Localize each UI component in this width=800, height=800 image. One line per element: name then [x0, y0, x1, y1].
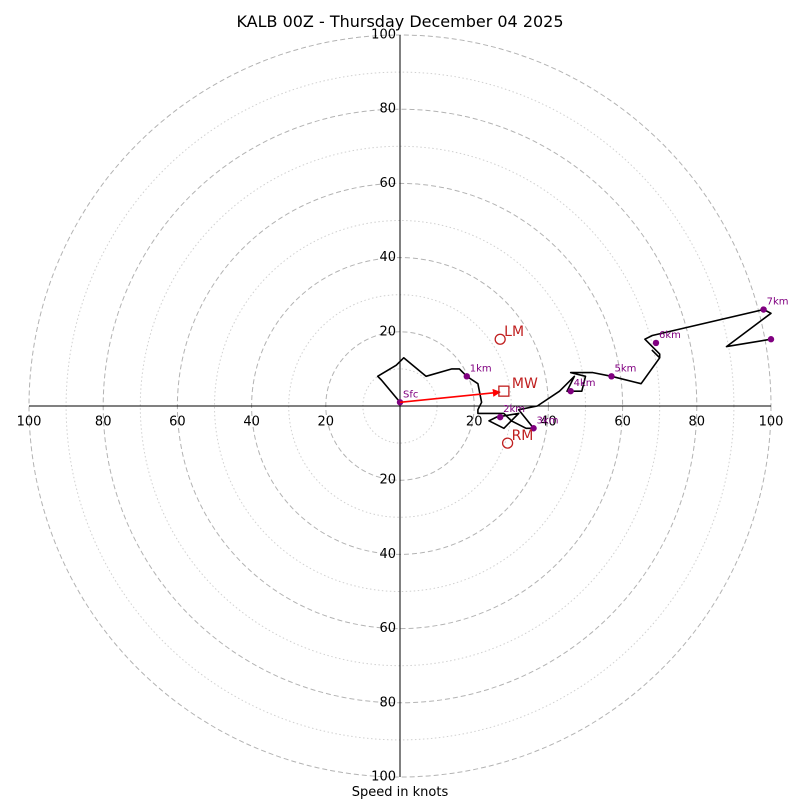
- right-mover-marker: [501, 437, 514, 449]
- x-tick-label: 60: [169, 415, 186, 430]
- chart-title: KALB 00Z - Thursday December 04 2025: [236, 12, 563, 31]
- x-tick-label: 80: [689, 415, 706, 430]
- left-mover-marker: [494, 333, 506, 345]
- height-markers: Sfc 1km 2km 3km 4km 5km 6km 7km: [396, 297, 789, 432]
- right-mover-label: RM: [512, 428, 534, 444]
- x-tick-label: 100: [759, 415, 784, 430]
- y-tick-label: 100: [371, 28, 396, 43]
- height-marker-2km: [496, 413, 504, 421]
- height-marker-5km: [608, 373, 615, 380]
- x-tick-label: 20: [318, 415, 335, 430]
- height-marker-1km: [463, 373, 470, 380]
- left-mover-label: LM: [504, 324, 524, 340]
- y-tick-label: 40: [379, 250, 396, 265]
- y-tick-label: 40: [379, 547, 396, 562]
- y-tick-label: 60: [379, 621, 396, 636]
- height-marker-label: 6km: [659, 330, 681, 341]
- x-tick-label: 80: [95, 415, 112, 430]
- height-marker-top: [767, 336, 775, 343]
- x-tick-label: 20: [466, 415, 483, 430]
- y-tick-label: 100: [371, 770, 396, 785]
- x-tick-label: 100: [17, 415, 42, 430]
- mean-wind-marker: [498, 385, 510, 397]
- height-marker-label: 5km: [614, 363, 636, 374]
- x-tick-label: 60: [614, 415, 631, 430]
- x-tick-label: 40: [243, 415, 260, 430]
- y-tick-label: 60: [379, 176, 396, 191]
- y-tick-label: 20: [379, 324, 396, 339]
- mean-wind-label: MW: [512, 376, 538, 392]
- height-marker-6km: [652, 339, 660, 347]
- storm-motion-group: MW LM RM: [399, 324, 538, 449]
- shear-vector-arrow: [399, 388, 501, 404]
- height-marker-label: 2km: [503, 404, 525, 415]
- hodograph-line: [376, 308, 772, 430]
- tick-labels: 100 80 60 40 20 20 40 60 80 100 100 80 60 40 20 20 40 60 8…: [17, 28, 784, 785]
- x-axis-label: Speed in knots: [352, 785, 449, 800]
- hodograph-trace-group: [376, 308, 772, 430]
- height-marker-label: 3km: [537, 415, 559, 426]
- height-marker-label: 1km: [470, 363, 492, 374]
- height-marker-label: Sfc: [403, 389, 418, 400]
- height-marker-4km: [567, 387, 574, 395]
- y-tick-label: 80: [379, 102, 396, 117]
- height-marker-label: 4km: [574, 378, 596, 389]
- y-tick-label: 80: [379, 695, 396, 710]
- height-marker-3km: [530, 425, 537, 432]
- x-tick-label: 40: [540, 415, 557, 430]
- height-marker-7km: [760, 306, 767, 313]
- height-marker-label: 7km: [767, 297, 789, 308]
- y-tick-label: 20: [379, 473, 396, 488]
